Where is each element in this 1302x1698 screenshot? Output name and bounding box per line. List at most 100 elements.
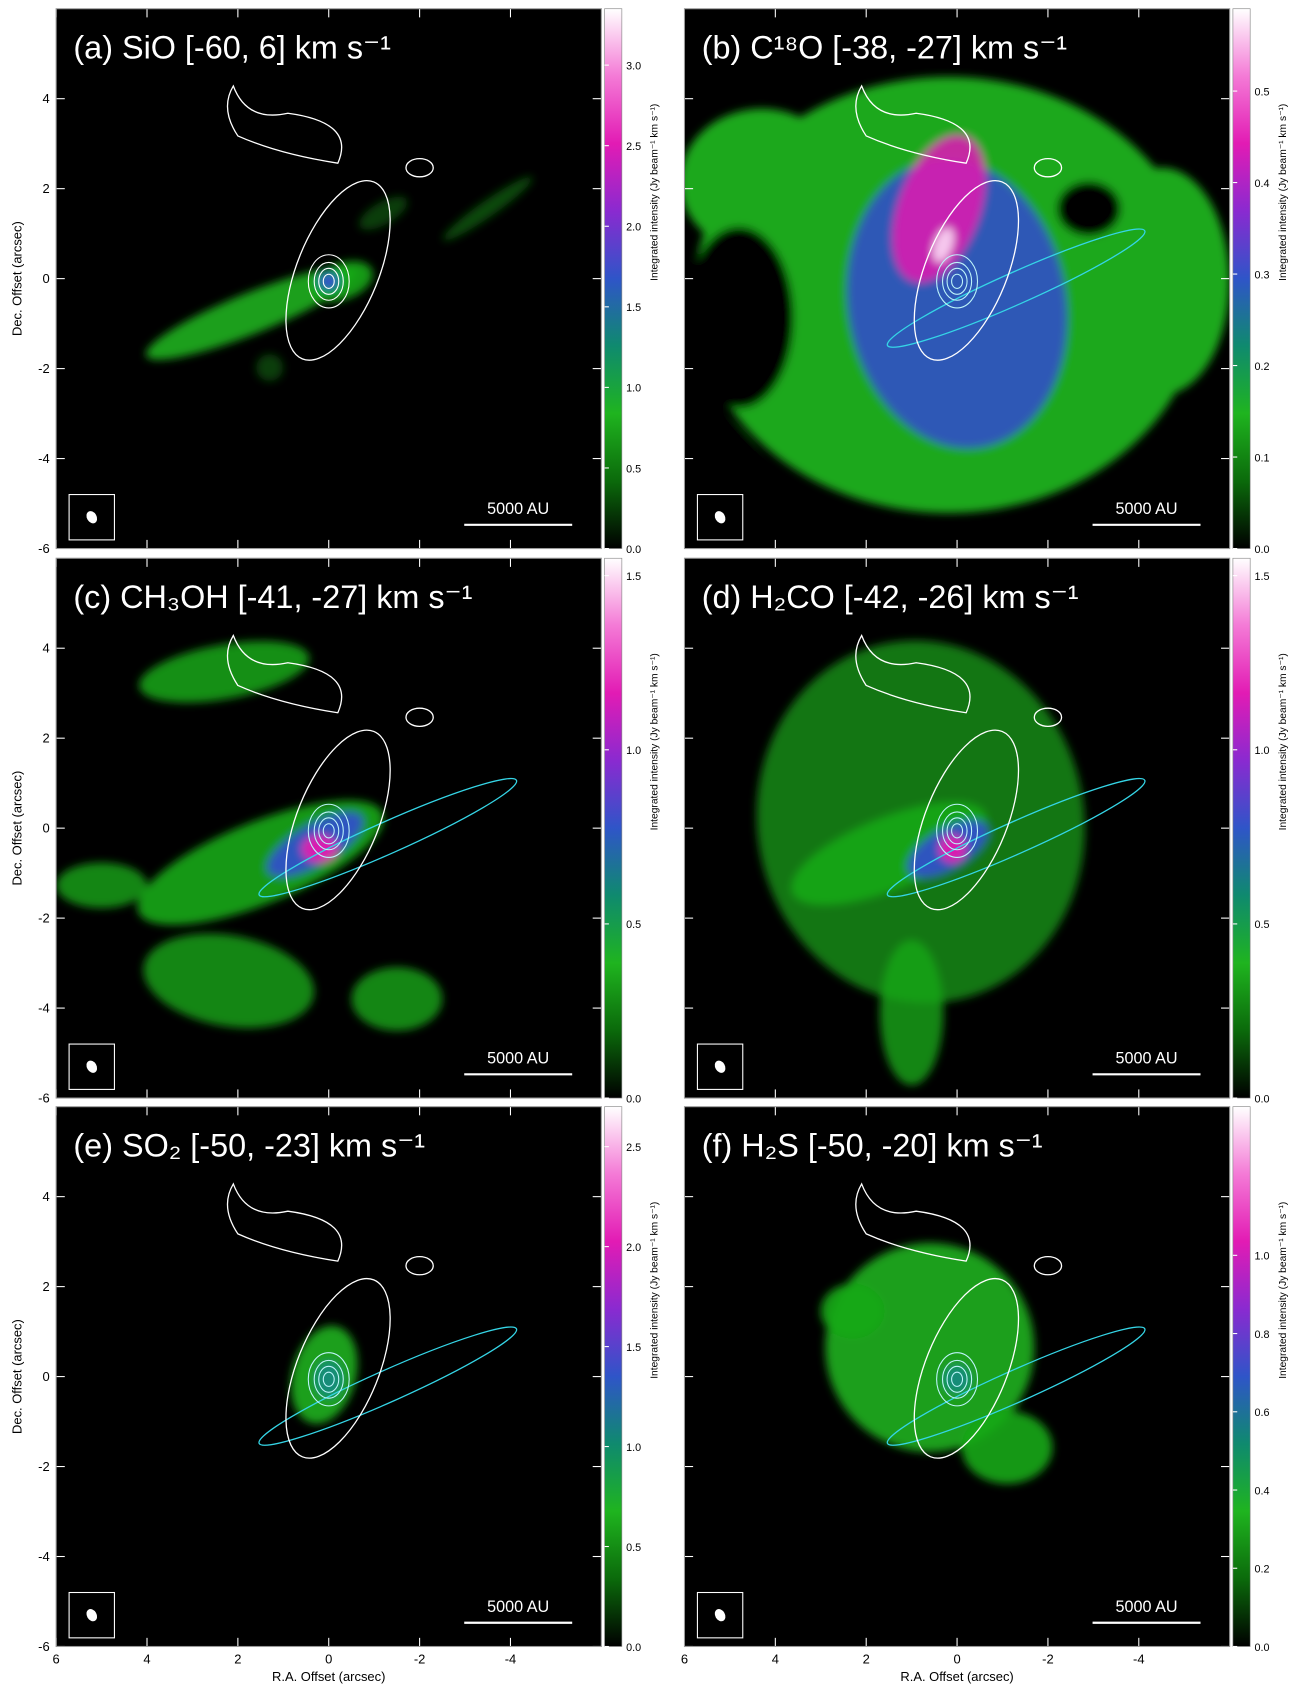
white-contour [855,1182,971,1262]
colorbar-tick-label: 1.0 [626,745,641,757]
core-contour [318,1365,340,1393]
core-contour [936,803,979,858]
y-tick-label: -2 [38,910,50,925]
emission [684,76,1230,549]
beam [86,511,98,524]
x-tick-label: 0 [325,1652,332,1667]
colorbar-tick-label: 0.5 [1254,919,1269,931]
core-contour [936,1352,979,1407]
colorbar-tick-label: 0.4 [1254,178,1269,190]
beam-box [68,494,115,541]
emission-blob [442,176,533,241]
scale-bar-label: 5000 AU [487,500,549,518]
white-contour [855,633,971,714]
colorbar-tick-label: 0.0 [1254,1642,1269,1654]
x-tick-label: -2 [414,1652,426,1667]
y-tick-label: -6 [38,1090,50,1105]
emission-blob [358,196,408,230]
beam-box [68,1043,115,1090]
emission [820,1242,1053,1484]
colorbar-tick-label: 0.0 [1254,544,1269,556]
colorbar-tick-label: 0.1 [1254,452,1269,464]
y-tick-label: 4 [42,91,49,106]
y-tick-label: -6 [38,541,50,556]
frame [55,557,602,1099]
panel: (f) H₂S [-50, -20] km s⁻¹ 5000 AU 6 4 2 0 -2 -4… [681,1106,1289,1684]
core-contour [313,1359,344,1399]
colorbar-tick-label: 0.5 [626,1542,641,1554]
x-tick-label: 4 [772,1652,779,1667]
colorbar-tick-label: 1.5 [626,571,641,583]
beam [714,511,726,524]
panel-title: (a) SiO [-60, 6] km s⁻¹ [73,29,391,65]
white-contour [913,729,1020,911]
y-axis-label: Dec. Offset (arcsec) [10,221,25,336]
colorbar-tick-label: 1.5 [1254,571,1269,583]
beam-box [696,494,744,541]
core-contour [941,1359,973,1399]
x-tick-label: -4 [505,1652,517,1667]
white-contour [285,1277,391,1459]
core-contour [951,823,964,839]
panel-title: (b) C¹⁸O [-38, -27] km s⁻¹ [702,29,1068,65]
y-tick-label: -2 [38,361,50,376]
core-contour [941,261,973,301]
beam [714,1609,726,1622]
y-tick-label: -4 [38,1549,50,1564]
y-tick-label: 0 [42,1369,49,1384]
colorbar-label: Integrated intensity (Jy beam⁻¹ km s⁻¹) [649,1202,660,1379]
core-contour [307,254,350,309]
panel: (e) SO₂ [-50, -23] km s⁻¹ 5000 AU 6 4 2 0 -2 -4… [10,1106,660,1684]
colorbar [1232,1106,1251,1647]
cyan-contour [886,777,1146,898]
y-axis-label: Dec. Offset (arcsec) [10,771,25,886]
frame [683,557,1231,1099]
colorbar-tick-label: 2.5 [626,141,641,153]
white-contour [405,158,434,178]
white-contour [226,633,343,714]
emission-blob [256,354,284,382]
emission [145,176,533,382]
core-contour [941,811,973,851]
colorbar [604,8,623,549]
emission-map [684,76,1230,549]
colorbar-tick-label: 1.0 [626,1442,641,1454]
white-contour [405,707,434,727]
y-tick-label: 2 [42,1279,49,1294]
white-contour [1033,707,1063,727]
beam-box [68,1591,115,1639]
y-tick-label: -4 [38,451,50,466]
x-tick-label: 4 [143,1652,150,1667]
core-contour [313,261,344,301]
colorbar-tick-label: 0.0 [1254,1093,1269,1105]
colorbar-tick-label: 2.5 [626,1142,641,1154]
colorbar-tick-label: 0.0 [626,1642,641,1654]
core-contour [946,817,968,845]
emission-blob [791,801,987,906]
emission-blob [820,1283,885,1339]
emission-blob [684,108,844,255]
emission-map [756,633,1146,1086]
emission-blob [932,227,954,263]
core-contour [946,1365,968,1393]
white-contour [913,1277,1020,1459]
colorbar-tick-label: 0.0 [626,1093,641,1105]
colorbar-tick-label: 0.6 [1254,1407,1269,1419]
colorbar [1232,557,1251,1099]
frame [55,1106,602,1648]
emission-blob [943,1365,971,1393]
beam [714,1060,726,1073]
core-contour [951,273,964,289]
y-tick-label: 4 [42,1189,49,1204]
panel-title: (f) H₂S [-50, -20] km s⁻¹ [702,1127,1043,1163]
cyan-contour [258,1326,518,1446]
colorbar-tick-label: 0.4 [1254,1485,1269,1497]
white-contour [405,1255,434,1276]
x-tick-label: 2 [234,1652,241,1667]
colorbar-tick-label: 0.5 [1254,86,1269,98]
white-contour [913,179,1020,361]
panel-title: (e) SO₂ [-50, -23] km s⁻¹ [73,1127,425,1163]
beam-box [696,1043,744,1090]
beam [86,1609,98,1622]
